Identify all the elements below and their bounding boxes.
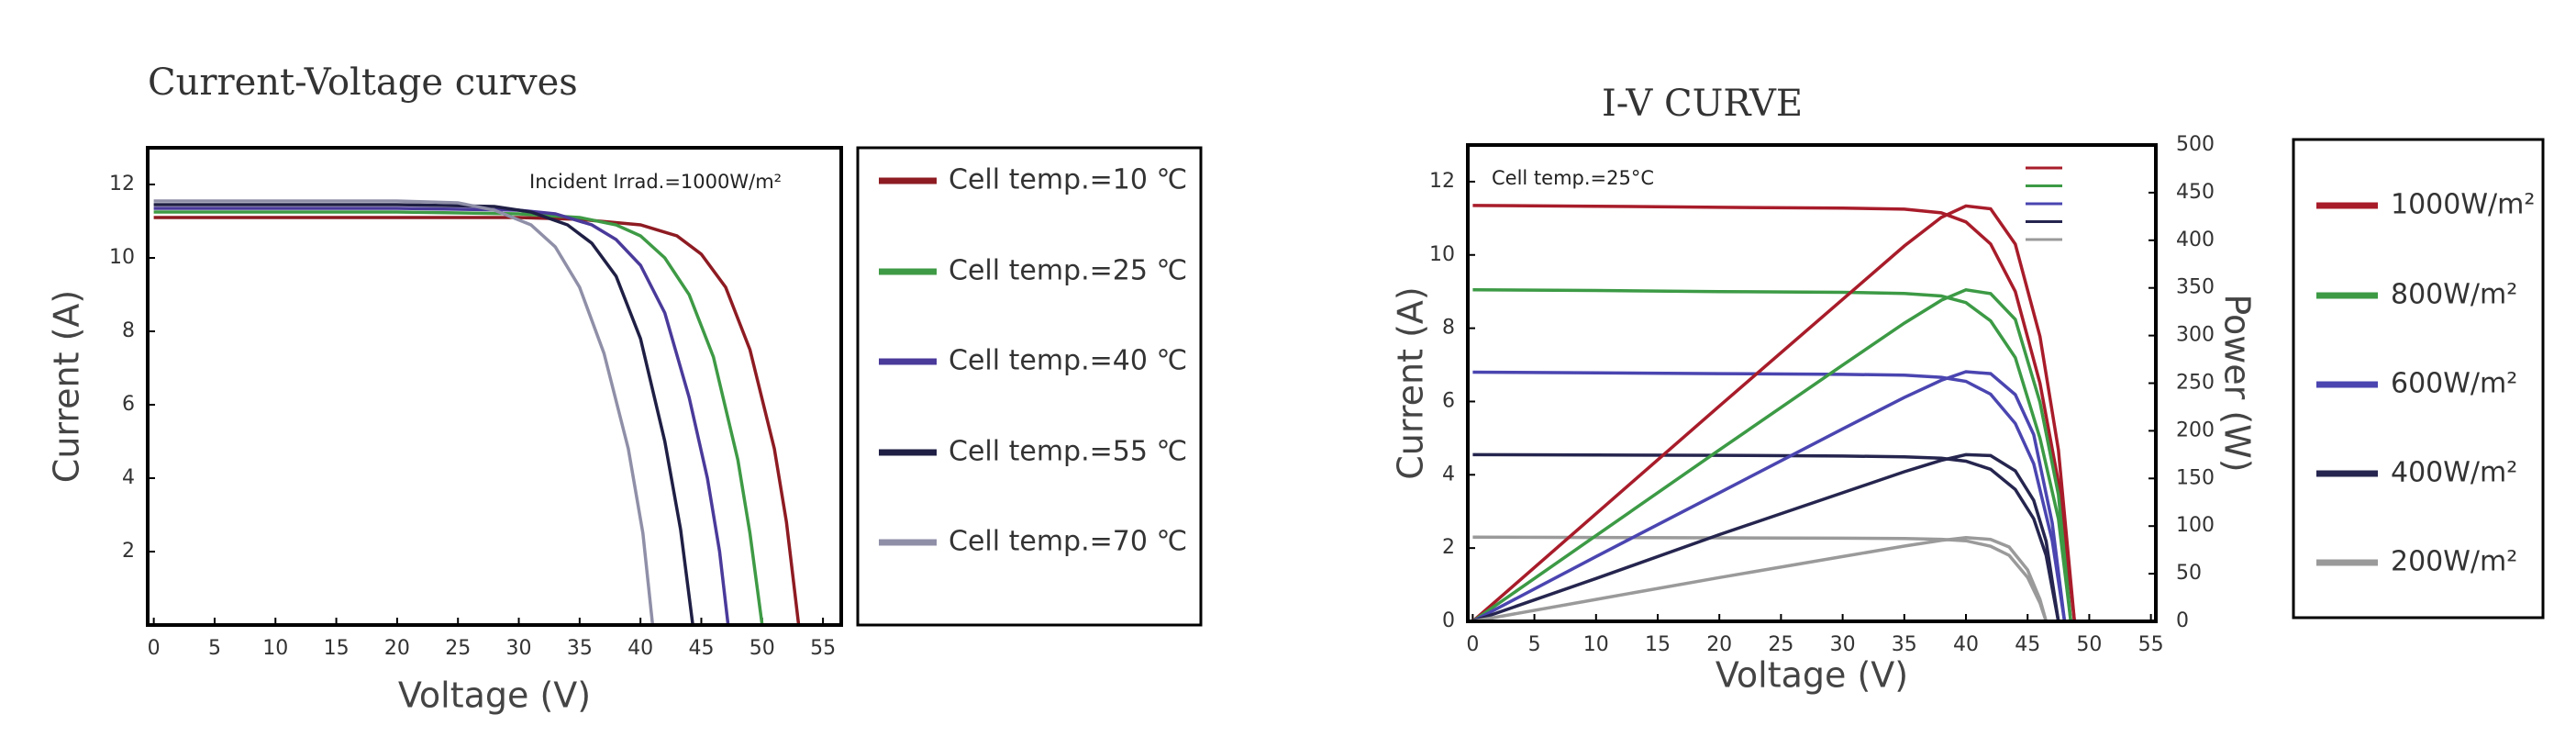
curve: [1471, 452, 2060, 623]
x-tick-label: 20: [1706, 633, 1732, 656]
y2-tick-label: 500: [2176, 133, 2215, 156]
curve: [153, 199, 655, 626]
y-tick-label: 8: [122, 319, 135, 342]
y-tick-label: 4: [122, 466, 135, 489]
legend-label: 400W/m²: [2391, 457, 2517, 489]
x-axis-label: Voltage (V): [398, 675, 591, 716]
legend-label: Cell temp.=25 ℃: [949, 255, 1187, 287]
y-axis-label: Current (A): [47, 290, 87, 483]
x-tick-label: 0: [148, 637, 161, 660]
x-tick-label: 25: [1768, 633, 1793, 656]
legend-label: Cell temp.=40 ℃: [949, 345, 1187, 377]
y-tick-label: 8: [1442, 317, 1455, 340]
curve: [1472, 287, 2073, 622]
y-tick-label: 2: [1442, 536, 1455, 559]
annotation: Incident Irrad.=1000W/m²: [529, 171, 782, 193]
x-tick-label: 55: [2138, 633, 2164, 656]
curve: [1472, 535, 2049, 622]
chart-title: I-V CURVE: [1602, 83, 1803, 125]
x-tick-label: 45: [2015, 633, 2040, 656]
curve: [1472, 204, 2077, 622]
y2-axis-label: Power (W): [2217, 294, 2258, 472]
curve: [1471, 287, 2073, 623]
curve: [153, 216, 801, 626]
curve: [153, 203, 694, 626]
x-tick-label: 10: [1583, 633, 1609, 656]
y2-tick-label: 0: [2176, 609, 2189, 632]
legend-label: 600W/m²: [2391, 368, 2517, 400]
legend-box: [2292, 138, 2545, 620]
x-tick-label: 15: [1645, 633, 1671, 656]
y-tick-label: 6: [122, 393, 135, 416]
plot-frame: [1466, 143, 2158, 623]
y2-tick-label: 250: [2176, 372, 2215, 395]
curve: [1471, 204, 2077, 623]
x-tick-label: 55: [810, 637, 836, 660]
x-tick-label: 5: [1528, 633, 1541, 656]
legend-label: 200W/m²: [2391, 546, 2517, 578]
curve: [1472, 535, 2049, 623]
curve: [1471, 370, 2067, 623]
y-tick-label: 6: [1442, 389, 1455, 412]
y2-tick-label: 150: [2176, 466, 2215, 489]
curve: [153, 210, 764, 626]
y-tick-label: 4: [1442, 463, 1455, 486]
legend-label: Cell temp.=70 ℃: [949, 526, 1187, 558]
x-tick-label: 50: [2076, 633, 2102, 656]
x-tick-label: 40: [627, 637, 653, 660]
x-tick-label: 35: [567, 637, 593, 660]
curve: [1472, 452, 2060, 622]
legend-label: Cell temp.=10 ℃: [949, 164, 1187, 196]
legend-label: 1000W/m²: [2391, 189, 2535, 221]
x-tick-label: 15: [324, 637, 350, 660]
curve: [1472, 370, 2067, 622]
x-tick-label: 0: [1466, 633, 1479, 656]
annotation: Cell temp.=25°C: [1492, 167, 1654, 189]
x-tick-label: 50: [749, 637, 775, 660]
legend-box: [856, 146, 1203, 627]
x-tick-label: 30: [1830, 633, 1856, 656]
x-tick-label: 25: [445, 637, 471, 660]
chart-title: Current-Voltage curves: [148, 61, 578, 104]
y2-tick-label: 350: [2176, 276, 2215, 299]
y-tick-label: 12: [1429, 170, 1455, 193]
curve: [153, 207, 730, 626]
y2-tick-label: 100: [2176, 514, 2215, 537]
x-tick-label: 30: [506, 637, 532, 660]
y-tick-label: 12: [109, 173, 135, 195]
legend-label: 800W/m²: [2391, 279, 2517, 311]
y-tick-label: 2: [122, 540, 135, 563]
y2-tick-label: 400: [2176, 229, 2215, 251]
x-tick-label: 5: [208, 637, 221, 660]
y-axis-label: Current (A): [1391, 286, 1431, 479]
y-tick-label: 10: [109, 246, 135, 269]
x-axis-label: Voltage (V): [1715, 655, 1908, 696]
x-tick-label: 40: [1953, 633, 1979, 656]
x-tick-label: 10: [262, 637, 288, 660]
plot-frame: [146, 146, 843, 627]
y2-tick-label: 300: [2176, 324, 2215, 347]
y2-tick-label: 450: [2176, 181, 2215, 204]
y-tick-label: 0: [1442, 609, 1455, 632]
x-tick-label: 20: [384, 637, 410, 660]
x-tick-label: 45: [688, 637, 714, 660]
legend-label: Cell temp.=55 ℃: [949, 436, 1187, 468]
y2-tick-label: 200: [2176, 419, 2215, 441]
y2-tick-label: 50: [2176, 562, 2202, 585]
x-tick-label: 35: [1892, 633, 1917, 656]
y-tick-label: 10: [1429, 243, 1455, 266]
